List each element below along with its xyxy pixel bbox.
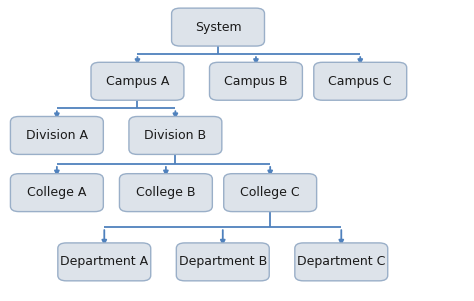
FancyBboxPatch shape <box>119 174 212 212</box>
Text: College B: College B <box>136 186 196 199</box>
FancyBboxPatch shape <box>210 62 302 100</box>
Text: College A: College A <box>27 186 87 199</box>
FancyBboxPatch shape <box>224 174 317 212</box>
Text: Campus B: Campus B <box>224 75 288 88</box>
FancyBboxPatch shape <box>314 62 407 100</box>
Text: Division A: Division A <box>26 129 88 142</box>
FancyBboxPatch shape <box>91 62 184 100</box>
Text: Department C: Department C <box>297 255 385 268</box>
FancyBboxPatch shape <box>295 243 388 281</box>
Text: Division B: Division B <box>144 129 207 142</box>
FancyBboxPatch shape <box>58 243 151 281</box>
Text: Campus A: Campus A <box>106 75 169 88</box>
FancyBboxPatch shape <box>129 116 222 154</box>
FancyBboxPatch shape <box>10 174 103 212</box>
FancyBboxPatch shape <box>172 8 264 46</box>
FancyBboxPatch shape <box>10 116 103 154</box>
Text: College C: College C <box>240 186 300 199</box>
Text: Department B: Department B <box>179 255 267 268</box>
Text: System: System <box>195 20 241 34</box>
FancyBboxPatch shape <box>176 243 269 281</box>
Text: Campus C: Campus C <box>328 75 392 88</box>
Text: Department A: Department A <box>60 255 148 268</box>
